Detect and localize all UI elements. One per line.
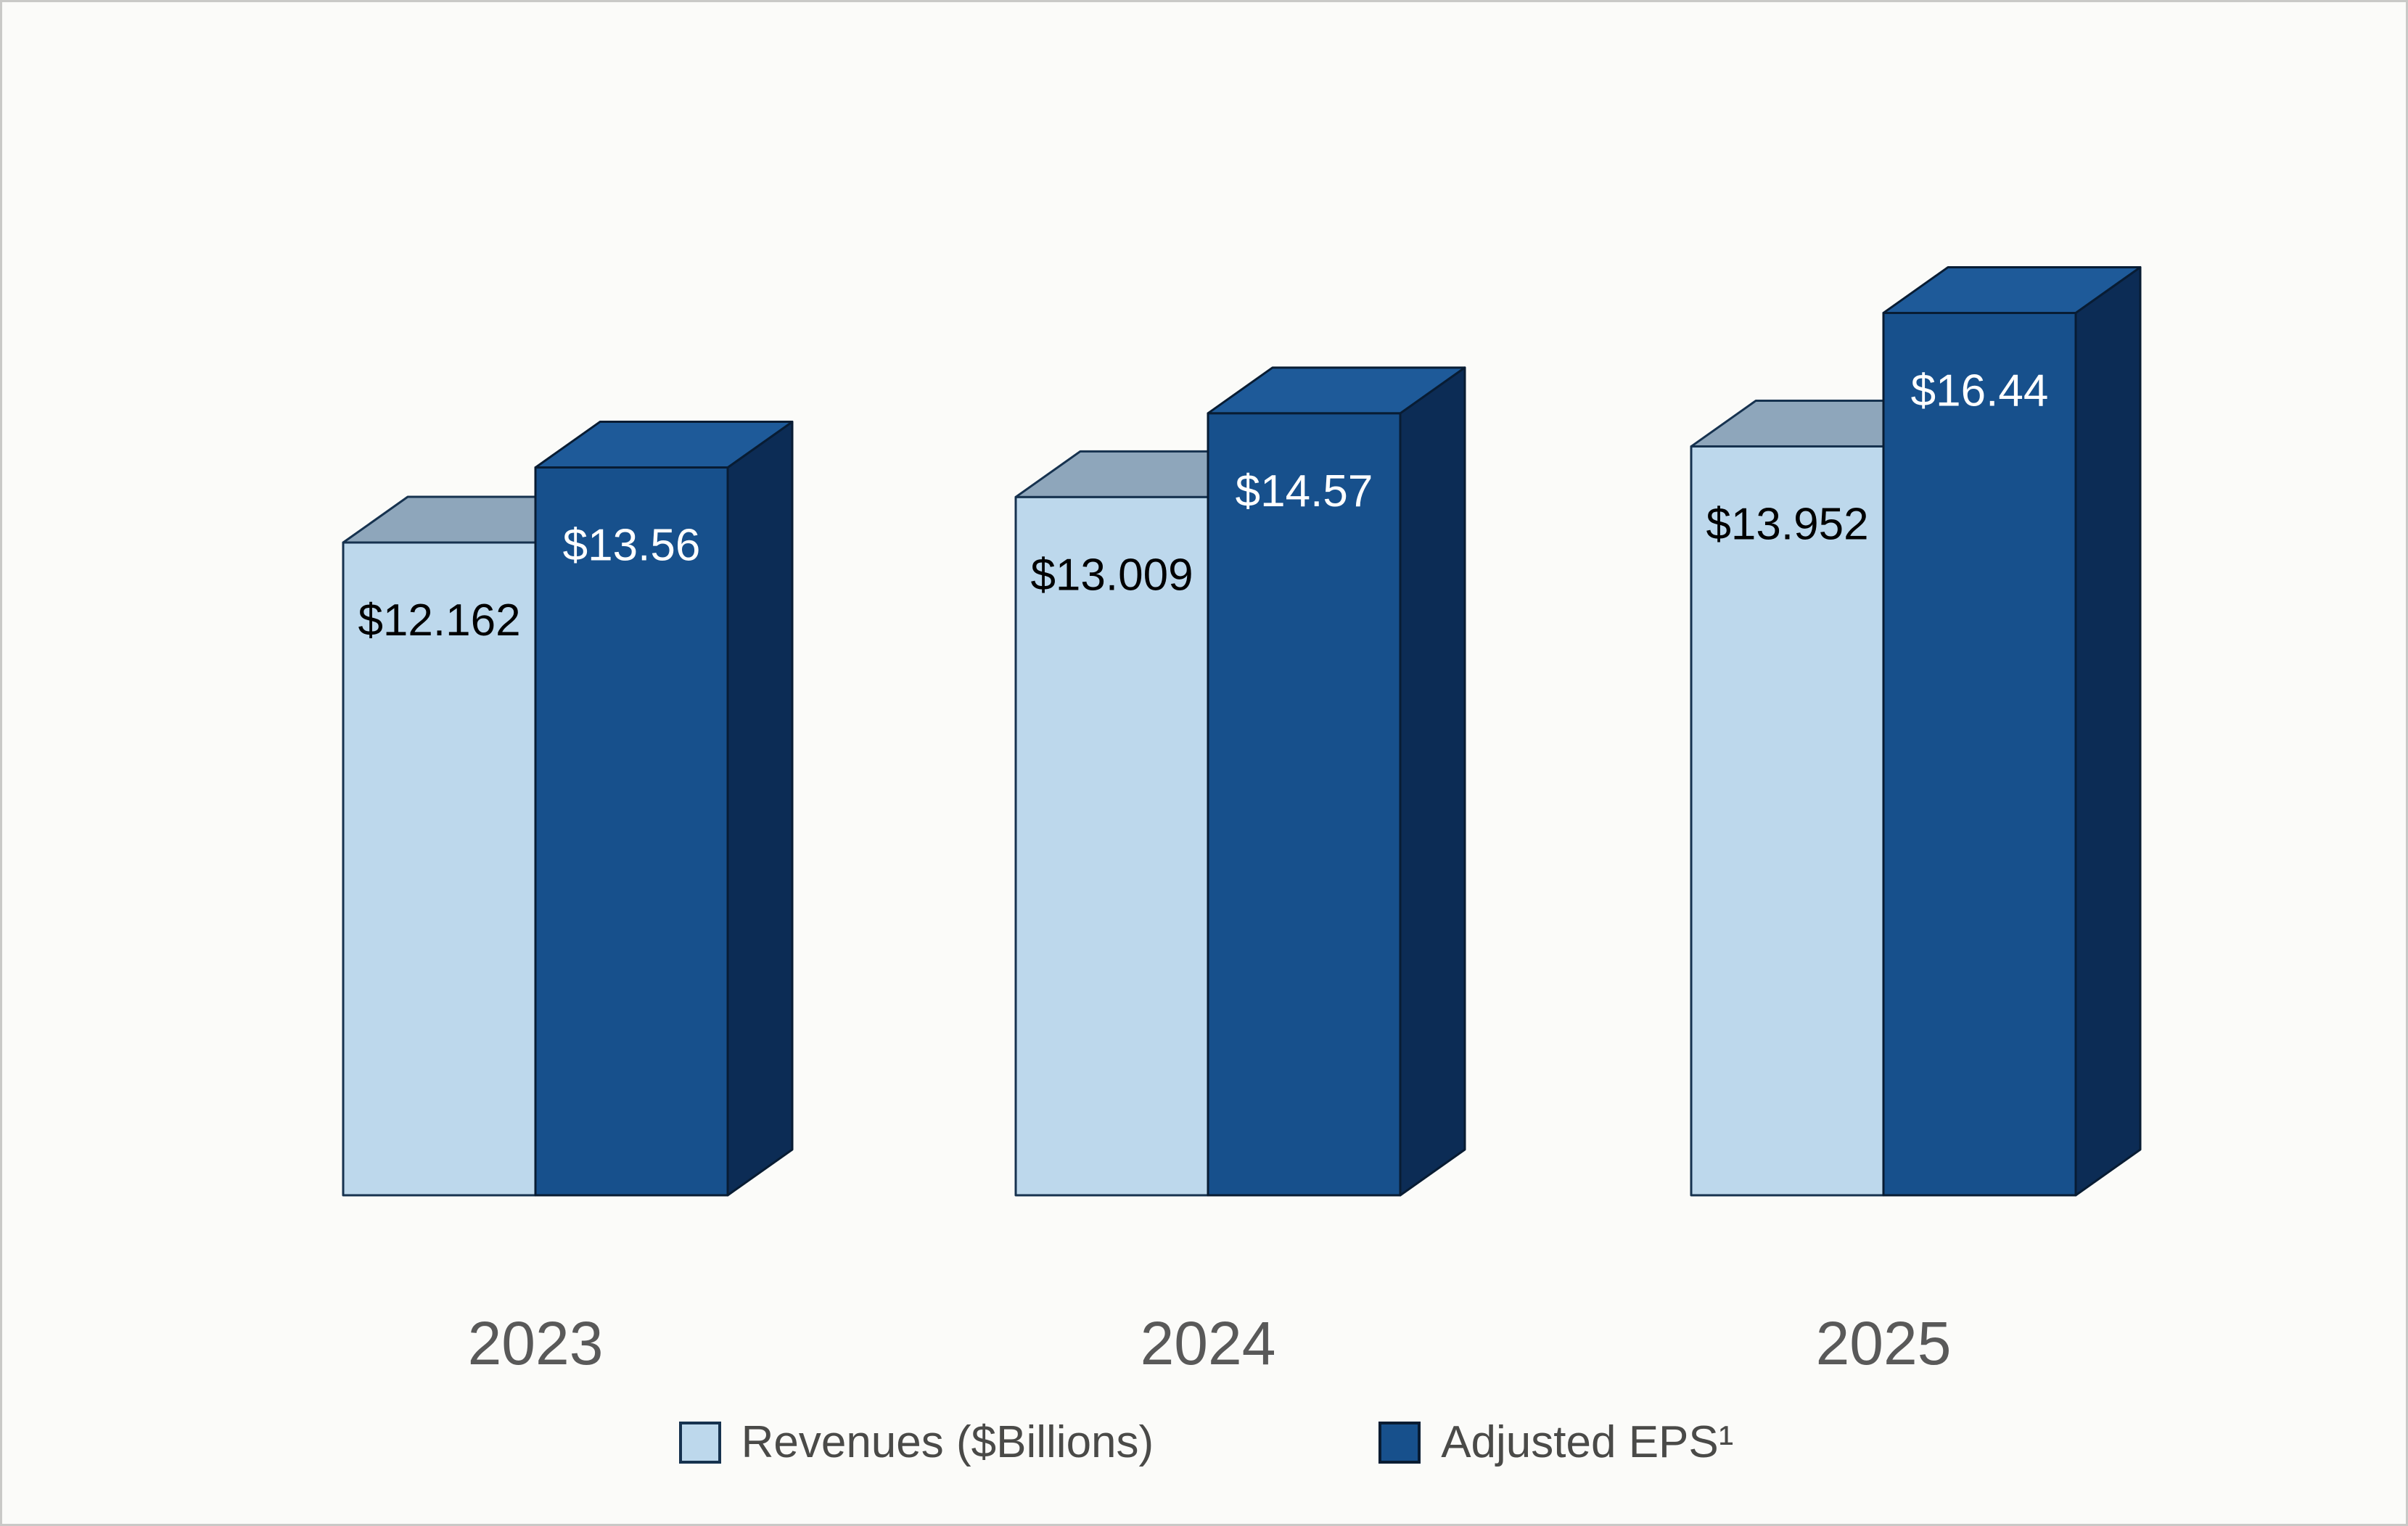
value-label-adjusted-eps-2025: $16.44: [1911, 366, 2049, 416]
bar-adjusted-eps-2023-side-face: [726, 421, 794, 1197]
legend-item-revenues: Revenues ($Billions): [678, 1416, 1154, 1468]
legend-label-adjusted-eps: Adjusted EPS¹: [1441, 1417, 1734, 1467]
value-label-adjusted-eps-2023: $13.56: [563, 521, 701, 571]
bar-adjusted-eps-2024-front-face: [1207, 412, 1402, 1197]
legend-item-adjusted-eps: Adjusted EPS¹: [1378, 1416, 1733, 1468]
bar-adjusted-eps-2025-side-face: [2074, 265, 2142, 1197]
value-label-revenues-2025: $13.952: [1706, 500, 1868, 550]
value-label-revenues-2023: $12.162: [358, 595, 520, 646]
chart-legend: Revenues ($Billions) Adjusted EPS¹: [2, 1416, 2406, 1468]
category-label-2024: 2024: [1141, 1309, 1276, 1377]
bar-revenues-2024-front-face: [1014, 495, 1209, 1197]
category-label-2025: 2025: [1816, 1309, 1952, 1377]
category-label-2023: 2023: [468, 1309, 604, 1377]
bar-adjusted-eps-2025-front-face: [1882, 311, 2077, 1197]
value-label-adjusted-eps-2024: $14.57: [1236, 466, 1373, 516]
bar-adjusted-eps-2024-side-face: [1399, 366, 1466, 1197]
legend-swatch-revenues: [678, 1421, 721, 1464]
legend-swatch-adjusted-eps: [1378, 1421, 1421, 1464]
bar-revenues-2025-front-face: [1690, 445, 1885, 1197]
legend-label-revenues: Revenues ($Billions): [741, 1417, 1154, 1467]
value-label-revenues-2024: $13.009: [1030, 550, 1193, 600]
bar-adjusted-eps-2023-front-face: [534, 466, 729, 1197]
